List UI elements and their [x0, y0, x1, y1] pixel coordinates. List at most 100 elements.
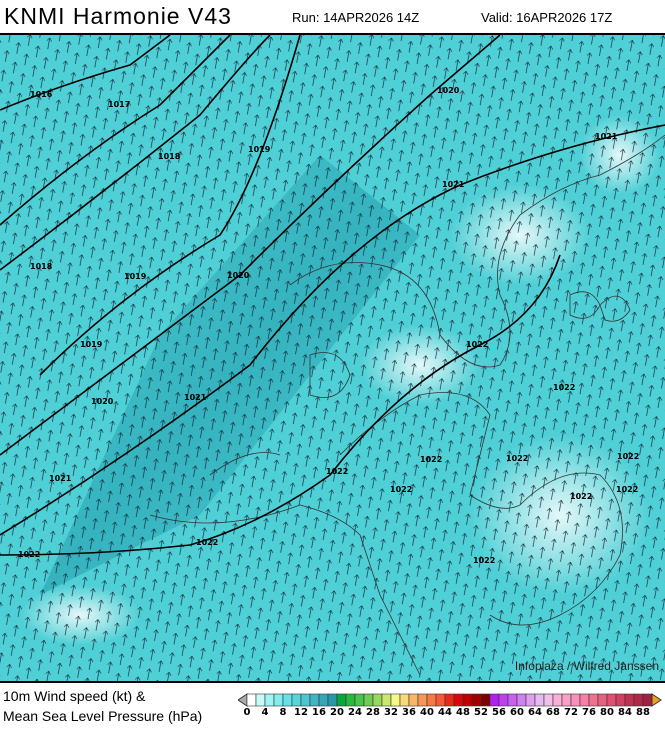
colorbar-box [246, 693, 257, 707]
isobar-label: 1018 [30, 262, 53, 271]
isobar-label: 1022 [617, 452, 639, 461]
colorbar-ticks: 0 4 8 12 16 20 24 28 32 36 40 44 48 52 56 60 64 68 72 76 80 8… [243, 707, 665, 721]
colorbar-tick-label: 24 [348, 707, 362, 718]
colorbar-box [633, 693, 644, 707]
isobar-label: 1022 [326, 467, 348, 476]
colorbar-box [273, 693, 284, 707]
colorbar-box [615, 693, 626, 707]
colorbar-box [507, 693, 518, 707]
isobar-label: 1022 [466, 340, 488, 349]
coastlines [149, 134, 665, 676]
colorbar-box [498, 693, 509, 707]
isobars [0, 35, 665, 556]
colorbar-box [561, 693, 572, 707]
isobar-label: 1017 [108, 100, 130, 109]
colorbar-box [255, 693, 266, 707]
colorbar-tick-label: 76 [582, 707, 596, 718]
isobar-label: 1022 [420, 455, 442, 464]
colorbar-tick-label: 72 [564, 707, 578, 718]
isobar-label: 1020 [91, 397, 114, 406]
colorbar-min-arrow [238, 693, 248, 707]
wind-pressure-map: 1016 1017 1018 1019 1020 1021 1021 1018 … [0, 33, 665, 683]
colorbar-max-arrow [651, 693, 662, 707]
colorbar-box [444, 693, 455, 707]
wind-arrows [0, 35, 665, 681]
colorbar-tick-label: 44 [438, 707, 452, 718]
colorbar-box [417, 693, 428, 707]
isobar-label: 1021 [49, 474, 72, 483]
colorbar-box [489, 693, 500, 707]
colorbar-tick-label: 52 [474, 707, 488, 718]
legend-title-line1: 10m Wind speed (kt) & [3, 688, 146, 704]
isobar-label: 1022 [570, 492, 592, 501]
colorbar-tick-label: 28 [366, 707, 380, 718]
colorbar-box [264, 693, 275, 707]
colorbar-box [543, 693, 554, 707]
valid-time: Valid: 16APR2026 17Z [481, 10, 613, 25]
colorbar-box [345, 693, 356, 707]
colorbar-tick-label: 88 [636, 707, 650, 718]
isobar-label: 1022 [196, 538, 218, 547]
colorbar-box [516, 693, 527, 707]
isobar-label: 1021 [184, 393, 207, 402]
colorbar-tick-label: 32 [384, 707, 398, 718]
isobar-label: 1022 [390, 485, 412, 494]
credit-text: Infoplaza / Wilfred Janssen [514, 659, 659, 673]
colorbar-tick-label: 80 [600, 707, 614, 718]
colorbar-box [327, 693, 338, 707]
isobar-label: 1021 [595, 132, 618, 141]
colorbar-box [282, 693, 293, 707]
colorbar-tick-label: 4 [261, 707, 269, 718]
colorbar-tick-label: 0 [243, 707, 251, 718]
colorbar-box [372, 693, 383, 707]
colorbar-box [624, 693, 635, 707]
colorbar-box [435, 693, 446, 707]
isobar-label: 1019 [248, 145, 271, 154]
colorbar-box [300, 693, 311, 707]
model-title: KNMI Harmonie V43 [4, 3, 232, 29]
colorbar-tick-label: 60 [510, 707, 524, 718]
colorbar-tick-label: 68 [546, 707, 560, 718]
colorbar-tick-label: 84 [618, 707, 632, 718]
isobar-label: 1022 [506, 454, 528, 463]
colorbar-tick-label: 8 [279, 707, 287, 718]
isobar-label: 1022 [473, 556, 495, 565]
colorbar-box [534, 693, 545, 707]
isobar-label: 1022 [616, 485, 638, 494]
colorbar-box [399, 693, 410, 707]
colorbar-box [408, 693, 419, 707]
colorbar-tick-label: 36 [402, 707, 416, 718]
colorbar-box [291, 693, 302, 707]
colorbar-box [426, 693, 437, 707]
colorbar-box [390, 693, 401, 707]
isobar-label: 1020 [437, 86, 460, 95]
colorbar-box [354, 693, 365, 707]
isobar-label: 1019 [80, 340, 103, 349]
colorbar-box [480, 693, 491, 707]
isobar-label: 1019 [124, 272, 147, 281]
colorbar-box [453, 693, 464, 707]
isobar-label: 1021 [442, 180, 465, 189]
run-time: Run: 14APR2026 14Z [292, 10, 420, 25]
colorbar-box [381, 693, 392, 707]
colorbar-box [570, 693, 581, 707]
colorbar-box [579, 693, 590, 707]
colorbar-box [336, 693, 347, 707]
colorbar-box [588, 693, 599, 707]
colorbar-tick-label: 56 [492, 707, 506, 718]
colorbar-box [471, 693, 482, 707]
colorbar-box [462, 693, 473, 707]
colorbar-tick-label: 48 [456, 707, 470, 718]
isobar-label-group: 1016 1017 1018 1019 1020 1021 1021 1018 … [18, 86, 639, 565]
colorbar-box [642, 693, 653, 707]
colorbar-tick-label: 20 [330, 707, 344, 718]
colorbar-box [597, 693, 608, 707]
isobar-label: 1020 [227, 271, 250, 280]
colorbar-box [525, 693, 536, 707]
isobar-label: 1016 [30, 90, 53, 99]
colorbar [238, 693, 662, 707]
colorbar-tick-label: 64 [528, 707, 542, 718]
colorbar-box [606, 693, 617, 707]
isobar-label: 1022 [553, 383, 575, 392]
colorbar-box [309, 693, 320, 707]
